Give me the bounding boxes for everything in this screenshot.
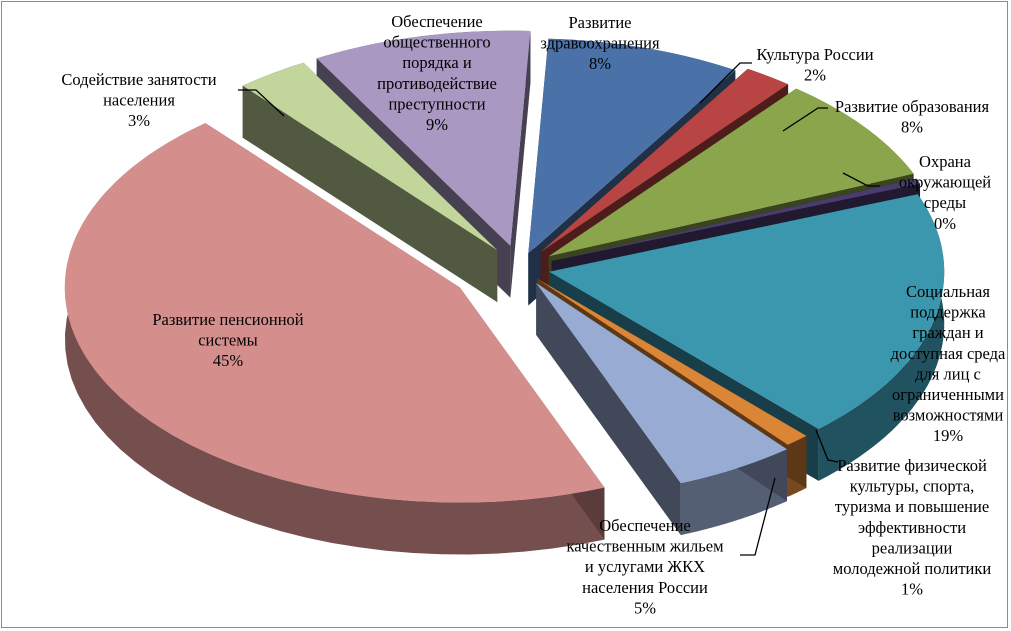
label-zhile-zhkh: Обеспечение качественным жильем и услугами… [566,516,724,617]
category-label-line: преступности [388,94,485,113]
category-label-line: и услугами ЖКХ [585,557,705,576]
category-label-line: окружающей [899,173,991,192]
slice-side-pensionnaya-sistema [65,123,605,555]
label-pensionnaya-sistema: Развитие пенсионной системы 45% [152,310,303,370]
leader-lines [238,62,880,556]
value-label: 3% [128,111,150,130]
label-zdravoohranenie: Развитие здравоохранения 8% [540,13,660,73]
value-label: 5% [634,598,656,617]
category-label-line: Развитие физической [837,456,987,475]
category-label-line: для лиц с [915,364,981,383]
slice-labels: Развитие здравоохранения 8% Культура России… [61,12,1006,617]
label-okruzhayushchaya-sreda: Охрана окружающей среды 0% [899,152,991,233]
slice-zanyatost [242,62,498,251]
slice-zdravoohranenie [528,38,736,254]
category-label-line: граждан и [912,323,983,342]
category-label-line: качественным жильем [566,537,724,556]
slice-obrazovanie [548,88,914,257]
category-label-line: Содействие занятости [61,70,216,89]
label-zanyatost: Содействие занятости населения 3% [61,70,216,130]
category-label-line: культуры, спорта, [850,477,975,496]
value-label: 9% [426,115,448,134]
slice-kultura [540,68,789,253]
label-socialnaya-podderzhka: Социальная поддержка граждан и доступная ср… [891,282,1006,445]
value-label: 45% [213,351,244,370]
category-label-line: Обеспечение [391,12,483,31]
category-label-line: населения [103,91,175,110]
slice-okruzhayushchaya-sreda [551,178,920,262]
pie-slice-tops [64,30,945,503]
slice-obshchestvennyj-poryadok [316,30,531,246]
category-label-line: Социальная [906,282,990,301]
category-label-line: молодежной политики [833,559,992,578]
slice-cut-zhile-zhkh-1 [536,283,681,536]
label-obrazovanie: Развитие образования 8% [835,97,990,137]
category-label-line: здравоохранения [540,34,660,53]
category-label-line: ограниченными [892,385,1004,404]
label-kultura: Культура России 2% [756,45,873,85]
category-label-line: системы [198,331,258,350]
leader-line-obrazovanie [782,107,828,132]
category-label-line: Развитие пенсионной [152,310,303,329]
value-label: 2% [804,66,826,85]
slice-socialnaya-podderzhka [549,194,945,429]
value-label: 8% [589,54,611,73]
category-label-line: порядка и [402,53,472,72]
leader-line-okruzhayushchaya-sreda [842,172,880,187]
leader-line-zanyatost [238,89,285,117]
slice-cut-obshchestvennyj-poryadok-1 [510,31,531,298]
label-obshchestvennyj-poryadok: Обеспечение общественного порядка и противо… [377,12,497,134]
category-label-line: возможностями [893,406,1004,425]
category-label-line: Охрана [919,152,972,171]
slice-fizkultura-sport [537,278,807,445]
value-label: 19% [933,426,964,445]
category-label-line: Развитие образования [835,97,990,116]
leader-line-zhile-zhkh [740,477,776,556]
category-label-line: поддержка [910,303,986,322]
category-label-line: доступная среда [891,344,1006,363]
slice-zhile-zhkh [536,283,787,484]
leader-line-fizkultura-sport [815,429,839,463]
slice-pensionnaya-sistema [64,123,605,503]
category-label-line: Обеспечение [599,516,691,535]
category-label-line: среды [924,193,966,212]
category-label-line: Развитие [568,13,631,32]
label-fizkultura-sport: Развитие физической культуры, спорта, тури… [833,456,992,599]
category-label-line: общественного [383,33,490,52]
slice-cut-zanyatost-0 [242,85,498,303]
value-label: 8% [901,118,923,137]
category-label-line: реализации [872,538,953,557]
value-label: 1% [901,580,923,599]
category-label-line: населения России [582,578,708,597]
category-label-line: эффективности [858,518,966,537]
value-label: 0% [934,214,956,233]
category-label-line: Культура России [756,45,873,64]
category-label-line: туризма и повышение [835,497,989,516]
leader-line-kultura [699,62,752,104]
category-label-line: противодействие [377,74,497,93]
